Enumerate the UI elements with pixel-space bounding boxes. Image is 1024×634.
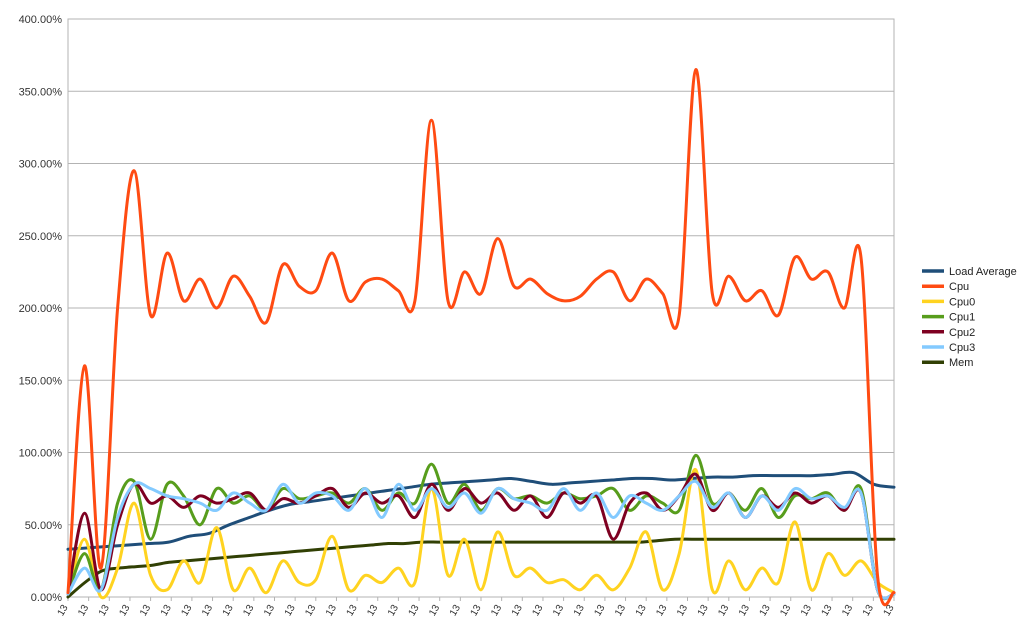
series-line-cpu: [66, 68, 896, 607]
y-tick-label: 300.00%: [19, 159, 63, 171]
series-line-mem: [66, 537, 896, 599]
legend-label-cpu2: Cpu2: [949, 327, 975, 339]
y-tick-label: 100.00%: [19, 448, 63, 460]
legend: Load Average Cpu Cpu0 Cpu1 Cpu2 Cpu3 Mem: [922, 266, 1017, 369]
x-tick-label: 13: [572, 603, 587, 619]
x-tick-label: 13: [634, 603, 649, 619]
x-tick-label: 13: [241, 603, 256, 619]
x-tick-label: 13: [283, 603, 298, 619]
x-tick-label: 13: [469, 603, 484, 619]
x-tick-label: 13: [758, 603, 773, 619]
y-tick-label: 200.00%: [19, 303, 63, 315]
legend-label-mem: Mem: [949, 357, 973, 369]
x-tick-label: 13: [820, 603, 835, 619]
legend-label-cpu3: Cpu3: [949, 342, 975, 354]
x-tick-label: 13: [696, 603, 711, 619]
series-lines: [66, 68, 896, 607]
x-tick-label: 13: [324, 603, 339, 619]
legend-label-load-average: Load Average: [949, 266, 1017, 278]
x-tick-label: 13: [778, 603, 793, 619]
legend-label-cpu: Cpu: [949, 281, 969, 293]
x-tick-label: 13: [303, 603, 318, 619]
x-tick-label: 13: [654, 603, 669, 619]
x-tick-label: 13: [117, 603, 132, 619]
series-line-cpu1: [66, 453, 896, 601]
y-tick-label: 50.00%: [25, 520, 63, 532]
x-tick-label: 13: [882, 603, 897, 619]
legend-label-cpu1: Cpu1: [949, 312, 975, 324]
x-tick-label: 13: [448, 603, 463, 619]
y-tick-label: 350.00%: [19, 86, 63, 98]
x-tick-label: 13: [613, 603, 628, 619]
series-line-load-average: [66, 470, 896, 551]
series-line-cpu0: [66, 468, 896, 600]
x-tick-label: 13: [530, 603, 545, 619]
x-tick-label: 13: [737, 603, 752, 619]
x-tick-label: 13: [365, 603, 380, 619]
x-tick-label: 13: [200, 603, 215, 619]
x-tick-label: 13: [56, 603, 71, 619]
x-tick-label: 13: [97, 603, 112, 619]
x-axis-ticks: 13 13 13 13 13 13 13 13 13 13 13 13 13 13 13 13 13 13 13 13…: [56, 597, 897, 618]
x-tick-label: 13: [489, 603, 504, 619]
y-tick-label: 250.00%: [19, 231, 63, 243]
y-axis-ticks: 0.00% 50.00% 100.00% 150.00% 200.00% 250.00% 3…: [19, 14, 63, 604]
x-tick-label: 13: [138, 603, 153, 619]
x-tick-label: 13: [159, 603, 174, 619]
x-tick-label: 13: [345, 603, 360, 619]
y-tick-label: 150.00%: [19, 375, 63, 387]
x-tick-label: 13: [407, 603, 422, 619]
legend-label-cpu0: Cpu0: [949, 296, 975, 308]
x-tick-label: 13: [716, 603, 731, 619]
x-tick-label: 13: [386, 603, 401, 619]
series-line-cpu3: [66, 479, 896, 600]
x-tick-label: 13: [551, 603, 566, 619]
x-tick-label: 13: [675, 603, 690, 619]
x-tick-label: 13: [592, 603, 607, 619]
x-tick-label: 13: [510, 603, 525, 619]
y-tick-label: 400.00%: [19, 14, 63, 26]
x-tick-label: 13: [427, 603, 442, 619]
x-tick-label: 13: [840, 603, 855, 619]
x-tick-label: 13: [799, 603, 814, 619]
x-tick-label: 13: [262, 603, 277, 619]
x-tick-label: 13: [861, 603, 876, 619]
y-tick-label: 0.00%: [31, 592, 62, 604]
x-tick-label: 13: [221, 603, 236, 619]
x-tick-label: 13: [76, 603, 91, 619]
x-tick-label: 13: [179, 603, 194, 619]
